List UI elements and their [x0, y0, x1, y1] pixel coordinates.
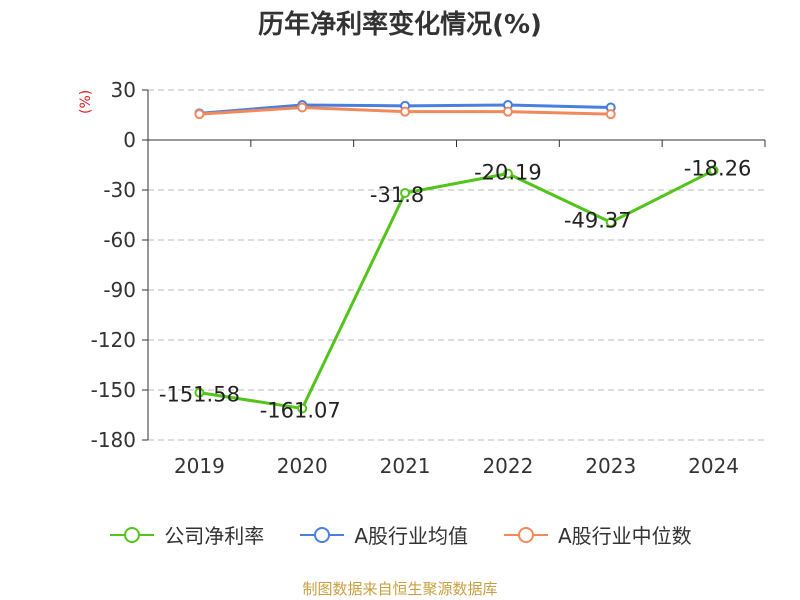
y-tick-label: 0	[123, 128, 136, 152]
y-tick-label: -30	[103, 178, 136, 202]
data-point	[194, 387, 205, 398]
y-tick-label: 30	[111, 78, 136, 102]
y-tick-label: -60	[103, 228, 136, 252]
data-point	[297, 102, 308, 113]
legend-label: A股行业均值	[354, 524, 468, 548]
legend-label: A股行业中位数	[558, 524, 692, 548]
y-tick-label: -150	[91, 378, 136, 402]
data-label: -18.26	[684, 156, 752, 180]
x-tick-label: 2024	[688, 454, 739, 478]
x-tick-label: 2019	[174, 454, 225, 478]
x-tick-label: 2020	[277, 454, 328, 478]
legend-marker-icon	[110, 526, 155, 543]
data-label: -151.58	[159, 383, 240, 407]
data-point	[297, 403, 308, 414]
legend-item-company[interactable]: 公司净利率	[108, 520, 264, 549]
x-tick-label: 2022	[482, 454, 533, 478]
y-tick-label: -90	[103, 278, 136, 302]
data-point	[502, 168, 513, 179]
data-point	[400, 106, 411, 117]
x-tick-label: 2021	[380, 454, 431, 478]
legend-label: 公司净利率	[164, 524, 265, 548]
series-line	[199, 169, 715, 410]
data-point	[400, 188, 411, 198]
data-point	[605, 217, 616, 228]
data-point	[194, 109, 205, 120]
data-source-note: 制图数据来自恒生聚源数据库	[302, 580, 498, 598]
data-label: -49.37	[564, 208, 632, 232]
data-point	[708, 165, 719, 176]
legend-marker-icon	[300, 526, 345, 543]
data-point	[605, 109, 616, 120]
y-tick-label: -120	[91, 328, 136, 352]
legend: 公司净利率 A股行业均值 A股行业中位数	[0, 520, 800, 549]
legend-item-industry-mean[interactable]: A股行业均值	[298, 520, 468, 549]
legend-marker-icon	[504, 526, 548, 543]
data-label: -20.19	[474, 161, 542, 185]
x-tick-label: 2023	[585, 454, 636, 478]
data-point	[502, 106, 513, 117]
y-tick-label: -180	[91, 428, 136, 452]
data-label: -31.8	[370, 183, 424, 207]
chart-title: 历年净利率变化情况(%)	[258, 10, 542, 40]
legend-item-industry-median[interactable]: A股行业中位数	[502, 520, 692, 549]
data-label: -161.07	[260, 398, 341, 422]
